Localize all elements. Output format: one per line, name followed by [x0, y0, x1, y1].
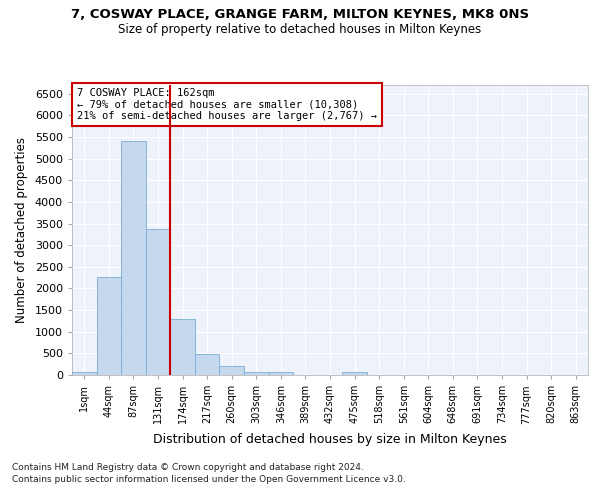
Bar [121, 142, 146, 375]
Y-axis label: Number of detached properties: Number of detached properties [15, 137, 28, 323]
Text: 7, COSWAY PLACE, GRANGE FARM, MILTON KEYNES, MK8 0NS: 7, COSWAY PLACE, GRANGE FARM, MILTON KEY… [71, 8, 529, 20]
Text: Distribution of detached houses by size in Milton Keynes: Distribution of detached houses by size … [153, 432, 507, 446]
Text: Contains HM Land Registry data © Crown copyright and database right 2024.: Contains HM Land Registry data © Crown c… [12, 464, 364, 472]
Bar [72, 372, 97, 375]
Bar [220, 366, 244, 375]
Bar [342, 372, 367, 375]
Bar [195, 354, 220, 375]
Bar [146, 229, 170, 375]
Text: Contains public sector information licensed under the Open Government Licence v3: Contains public sector information licen… [12, 475, 406, 484]
Bar [244, 372, 269, 375]
Bar [269, 372, 293, 375]
Text: 7 COSWAY PLACE: 162sqm
← 79% of detached houses are smaller (10,308)
21% of semi: 7 COSWAY PLACE: 162sqm ← 79% of detached… [77, 88, 377, 121]
Text: Size of property relative to detached houses in Milton Keynes: Size of property relative to detached ho… [118, 22, 482, 36]
Bar [170, 318, 195, 375]
Bar [97, 276, 121, 375]
